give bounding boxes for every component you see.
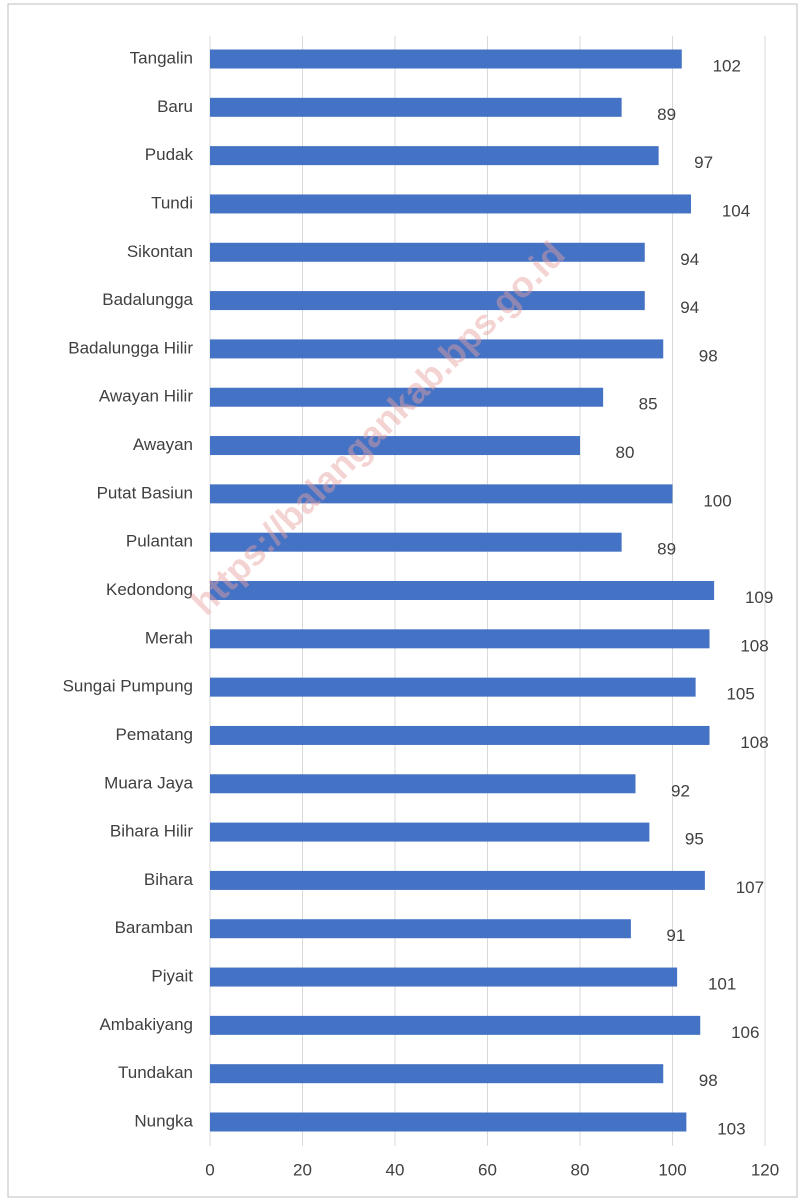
y-tick-label: Nungka — [134, 1111, 193, 1130]
data-label: 100 — [703, 491, 731, 510]
data-label: 101 — [708, 975, 736, 994]
y-tick-label: Awayan — [133, 435, 193, 454]
data-label: 98 — [699, 1071, 718, 1090]
bar — [210, 484, 673, 504]
y-tick-label: Kedondong — [106, 580, 193, 599]
bar — [210, 291, 645, 311]
bar — [210, 967, 678, 987]
x-tick-label: 80 — [571, 1160, 590, 1179]
y-tick-label: Sikontan — [127, 242, 193, 261]
x-tick-label: 0 — [205, 1160, 214, 1179]
bar — [210, 242, 645, 262]
bar — [210, 532, 622, 552]
bar — [210, 822, 650, 842]
y-tick-label: Tangalin — [130, 48, 193, 67]
bar — [210, 629, 710, 649]
y-tick-label: Merah — [145, 628, 193, 647]
bar — [210, 436, 580, 456]
data-label: 98 — [699, 346, 718, 365]
bar — [210, 339, 664, 359]
data-label: 104 — [722, 201, 750, 220]
data-label: 108 — [740, 733, 768, 752]
data-label: 89 — [657, 540, 676, 559]
y-tick-label: Ambakiyang — [99, 1015, 193, 1034]
chart-frame — [7, 3, 798, 1198]
bar — [210, 194, 691, 214]
bar — [210, 1112, 687, 1132]
data-label: 103 — [717, 1119, 745, 1138]
bar — [210, 97, 622, 117]
data-label: 108 — [740, 636, 768, 655]
y-tick-label: Piyait — [151, 967, 193, 986]
data-label: 94 — [680, 250, 699, 269]
data-label: 106 — [731, 1023, 759, 1042]
data-label: 105 — [726, 685, 754, 704]
data-label: 95 — [685, 830, 704, 849]
y-tick-label: Muara Jaya — [104, 773, 193, 792]
y-tick-label: Sungai Pumpung — [63, 677, 193, 696]
data-label: 91 — [666, 926, 685, 945]
y-tick-label: Badalungga — [102, 290, 193, 309]
data-label: 94 — [680, 298, 699, 317]
bar — [210, 870, 705, 890]
y-tick-label: Putat Basiun — [97, 483, 193, 502]
y-tick-label: Tundakan — [118, 1063, 193, 1082]
x-tick-label: 120 — [751, 1160, 779, 1179]
x-tick-label: 40 — [386, 1160, 405, 1179]
data-label: 89 — [657, 105, 676, 124]
bar — [210, 146, 659, 166]
y-tick-label: Awayan Hilir — [99, 387, 194, 406]
y-tick-label: Tundi — [151, 193, 193, 212]
bar — [210, 919, 631, 939]
x-tick-label: 100 — [658, 1160, 686, 1179]
bar — [210, 725, 710, 745]
data-label: 102 — [713, 56, 741, 75]
data-label: 109 — [745, 588, 773, 607]
bar — [210, 677, 696, 697]
data-label: 85 — [639, 395, 658, 414]
data-label: 107 — [736, 878, 764, 897]
data-label: 92 — [671, 781, 690, 800]
y-tick-label: Baru — [157, 97, 193, 116]
y-tick-label: Pulantan — [126, 532, 193, 551]
y-tick-label: Baramban — [115, 918, 193, 937]
y-tick-label: Pudak — [145, 145, 194, 164]
bar — [210, 1015, 701, 1035]
bar — [210, 49, 682, 69]
bar — [210, 387, 604, 407]
y-tick-label: Badalungga Hilir — [68, 338, 193, 357]
y-tick-label: Bihara — [144, 870, 194, 889]
y-tick-label: Pematang — [116, 725, 194, 744]
bar — [210, 774, 636, 794]
x-tick-label: 20 — [293, 1160, 312, 1179]
bar — [210, 581, 715, 600]
data-label: 97 — [694, 153, 713, 172]
x-tick-label: 60 — [478, 1160, 497, 1179]
data-label: 80 — [616, 443, 635, 462]
y-tick-label: Bihara Hilir — [110, 822, 193, 841]
bar — [210, 1064, 664, 1084]
